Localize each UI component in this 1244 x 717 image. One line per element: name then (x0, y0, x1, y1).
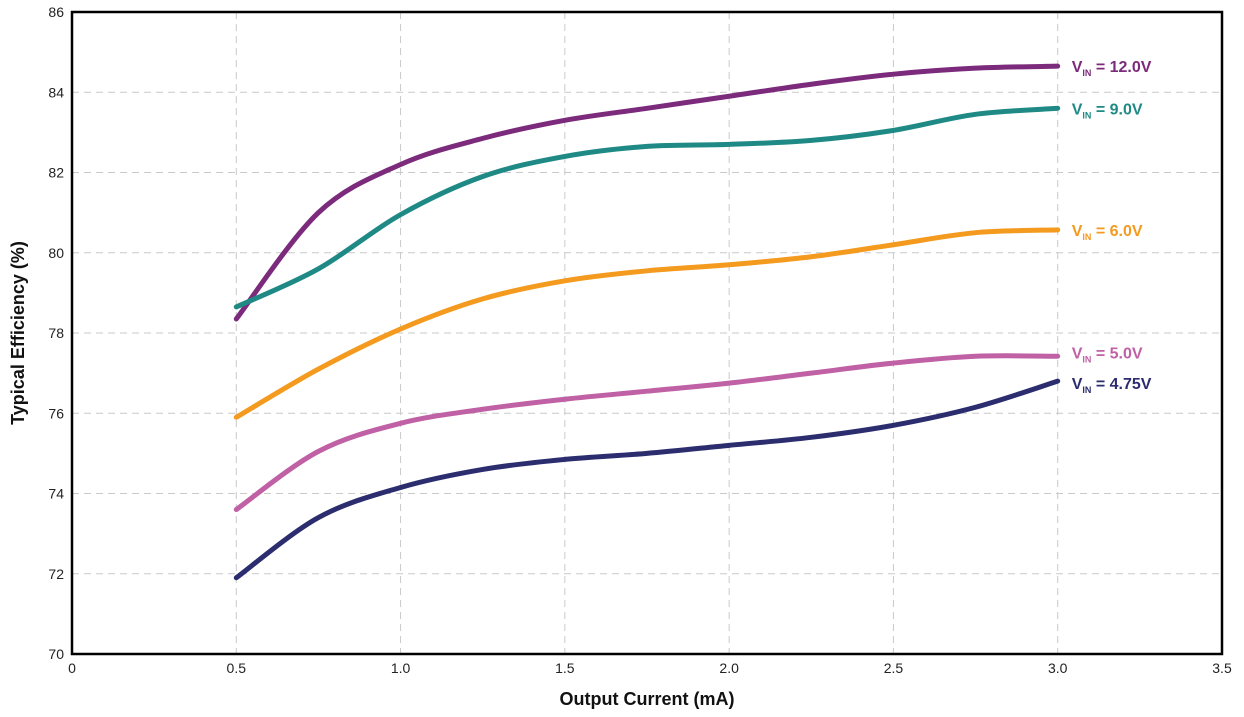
x-tick-label: 3.5 (1212, 660, 1232, 676)
series-label-12-0v: VIN = 12.0V (1072, 59, 1152, 78)
y-tick-label: 72 (48, 566, 64, 582)
y-axis-title: Typical Efficiency (%) (8, 241, 28, 425)
x-tick-label: 0 (68, 660, 76, 676)
y-tick-labels: 70 72 74 76 78 80 82 84 86 (48, 4, 64, 662)
plot-frame (70, 10, 1224, 656)
x-tick-label: 0.5 (227, 660, 247, 676)
y-tick-label: 86 (48, 4, 64, 20)
y-tick-label: 78 (48, 325, 64, 341)
series-line-12-0v (233, 63, 1061, 322)
series-label-4-75v: VIN = 4.75V (1072, 376, 1152, 395)
series-line-4-75v (233, 378, 1061, 581)
series-line-6-0v (233, 227, 1061, 420)
x-tick-label: 2.5 (884, 660, 904, 676)
series-layer (233, 63, 1061, 581)
x-axis-title: Output Current (mA) (560, 689, 735, 709)
y-tick-label: 80 (48, 245, 64, 261)
y-tick-label: 70 (48, 646, 64, 662)
series-labels: VIN = 12.0V VIN = 9.0V VIN = 6.0V VIN = 5.0… (1072, 59, 1152, 395)
y-tick-label: 84 (48, 84, 64, 100)
x-tick-label: 1.0 (391, 660, 411, 676)
y-tick-label: 74 (48, 486, 64, 502)
x-tick-labels: 0 0.5 1.0 1.5 2.0 2.5 3.0 3.5 (68, 660, 1232, 676)
x-tick-label: 2.0 (719, 660, 739, 676)
x-tick-label: 1.5 (555, 660, 575, 676)
series-label-6-0v: VIN = 6.0V (1072, 223, 1143, 242)
series-line-5-0v (233, 353, 1061, 513)
series-line-9-0v (233, 105, 1061, 310)
y-tick-label: 76 (48, 405, 64, 421)
series-label-5-0v: VIN = 5.0V (1072, 345, 1143, 364)
series-label-9-0v: VIN = 9.0V (1072, 101, 1143, 120)
y-tick-label: 82 (48, 165, 64, 181)
x-tick-label: 3.0 (1048, 660, 1068, 676)
